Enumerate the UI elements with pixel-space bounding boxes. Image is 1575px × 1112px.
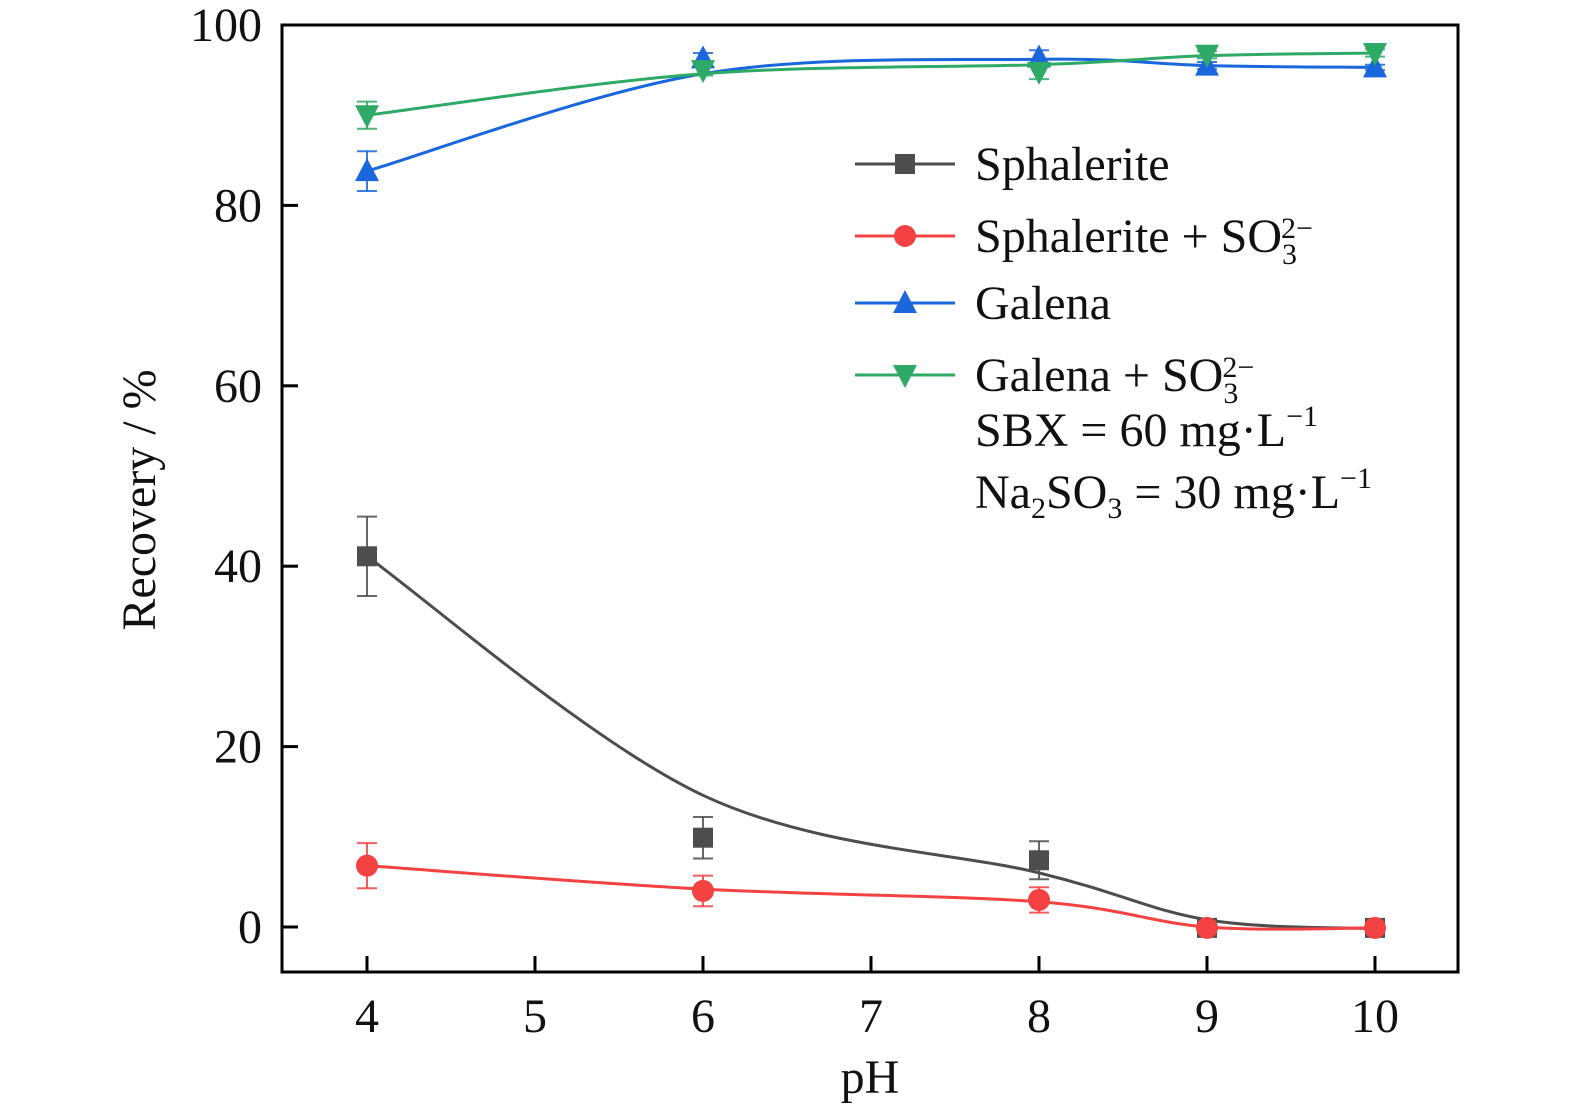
x-tick-label: 7 xyxy=(859,990,883,1043)
legend-label: Galena + SO32− xyxy=(975,349,1254,410)
y-tick-label: 60 xyxy=(214,360,262,413)
x-tick-label: 8 xyxy=(1027,990,1051,1043)
y-tick-label: 40 xyxy=(214,540,262,593)
legend-item: Galena + SO32− xyxy=(855,349,1254,410)
x-tick-label: 4 xyxy=(355,990,379,1043)
legend-marker xyxy=(895,154,915,174)
series-fit-line xyxy=(366,864,1376,931)
data-point xyxy=(691,60,715,84)
x-tick-label: 9 xyxy=(1195,990,1219,1043)
series-sphalerite-so3-2 xyxy=(356,842,1386,939)
legend-item: Galena xyxy=(855,277,1111,330)
legend-label: Sphalerite + SO32− xyxy=(975,210,1313,271)
legend-marker xyxy=(893,365,917,388)
series-galena-so3-2 xyxy=(355,42,1387,130)
data-point xyxy=(355,105,379,129)
y-tick-label: 20 xyxy=(214,721,262,774)
data-point xyxy=(1364,916,1386,939)
data-point xyxy=(355,158,379,182)
data-point xyxy=(693,827,713,848)
data-point xyxy=(356,854,378,877)
legend-item: Sphalerite + SO32− xyxy=(855,210,1313,271)
series-layer xyxy=(355,42,1387,939)
x-tick-label: 5 xyxy=(523,990,547,1043)
x-tick-label: 10 xyxy=(1351,990,1399,1043)
legend-marker xyxy=(893,290,917,313)
series-sphalerite xyxy=(357,515,1385,938)
data-point xyxy=(1027,61,1051,85)
data-point xyxy=(1363,42,1387,66)
data-point xyxy=(1195,44,1219,68)
data-point xyxy=(692,879,714,902)
legend-label: Galena xyxy=(975,277,1111,330)
data-point xyxy=(357,546,377,567)
legend: Sphalerite Sphalerite + SO32− Galena Galena… xyxy=(855,138,1372,525)
y-axis-title: Recovery / % xyxy=(113,369,166,630)
series-fit-line xyxy=(366,57,1376,173)
legend-marker xyxy=(894,225,916,247)
series-fit-line xyxy=(366,555,1376,931)
condition-annotation: SBX = 60 mg·L−1 xyxy=(975,400,1318,457)
x-tick-label: 6 xyxy=(691,990,715,1043)
legend-item: Sphalerite xyxy=(855,138,1170,191)
data-point xyxy=(1029,850,1049,871)
y-tick-label: 100 xyxy=(190,0,262,52)
condition-annotation: Na2SO3 = 30 mg·L−1 xyxy=(975,462,1372,525)
data-point xyxy=(1196,916,1218,939)
y-tick-label: 0 xyxy=(238,901,262,954)
data-point xyxy=(1028,888,1050,911)
legend-label: Sphalerite xyxy=(975,138,1170,191)
series-fit-line xyxy=(366,51,1376,117)
x-axis-title: pH xyxy=(841,1051,900,1104)
data-point xyxy=(1027,44,1051,68)
y-tick-label: 80 xyxy=(214,179,262,232)
